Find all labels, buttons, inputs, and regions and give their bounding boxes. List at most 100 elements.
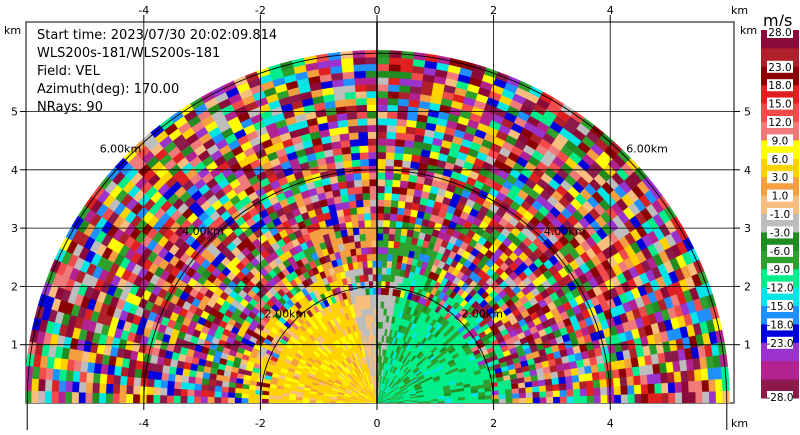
velocity-cell <box>340 146 352 155</box>
velocity-cell <box>167 373 176 382</box>
velocity-cell <box>181 368 191 377</box>
velocity-cell <box>376 56 390 65</box>
velocity-cell <box>281 396 290 401</box>
velocity-cell <box>385 138 396 147</box>
velocity-cell <box>366 117 378 126</box>
velocity-cell <box>715 378 723 392</box>
velocity-cell <box>341 201 350 210</box>
velocity-cell <box>391 186 400 195</box>
velocity-cell <box>376 185 385 194</box>
velocity-cell <box>383 192 392 201</box>
velocity-cell <box>376 90 389 99</box>
velocity-cell <box>381 253 388 262</box>
velocity-cell <box>354 186 363 195</box>
velocity-cell <box>376 219 384 227</box>
velocity-cell <box>370 226 378 234</box>
velocity-cell <box>369 199 378 207</box>
velocity-cell <box>159 387 168 396</box>
velocity-cell <box>714 366 723 380</box>
velocity-cell <box>227 392 236 399</box>
velocity-cell <box>208 373 217 381</box>
velocity-cell <box>405 194 414 203</box>
velocity-cell <box>384 165 394 174</box>
velocity-cell <box>315 400 324 403</box>
velocity-cell <box>633 375 642 386</box>
velocity-cell <box>389 206 398 215</box>
velocity-cell <box>376 83 389 92</box>
velocity-cell <box>309 400 317 403</box>
velocity-cell <box>386 253 393 262</box>
instrument-text: WLS200s-181/WLS200s-181 <box>37 46 221 61</box>
velocity-cell <box>370 219 378 227</box>
velocity-cell <box>188 369 197 378</box>
velocity-cell <box>681 391 690 403</box>
velocity-cell <box>356 111 368 120</box>
velocity-cell <box>352 172 362 181</box>
velocity-cell <box>193 389 202 398</box>
velocity-cell <box>51 368 61 382</box>
velocity-cell <box>368 165 378 173</box>
velocity-cell <box>385 131 397 140</box>
velocity-cell <box>382 233 390 241</box>
velocity-cell <box>338 132 350 142</box>
velocity-cell <box>566 389 574 397</box>
velocity-cell <box>45 368 54 381</box>
velocity-cell <box>600 394 608 403</box>
velocity-cell <box>125 385 134 395</box>
velocity-cell <box>356 118 368 126</box>
velocity-cell <box>369 206 378 214</box>
velocity-cell <box>234 392 242 399</box>
velocity-cell <box>368 287 374 295</box>
velocity-cell <box>565 382 574 391</box>
velocity-cell <box>702 391 710 403</box>
velocity-cell <box>390 261 398 269</box>
ring-label: 4.00km <box>544 225 586 238</box>
velocity-cell <box>180 389 188 397</box>
velocity-cell <box>380 301 385 309</box>
y-tick-label: 3 <box>11 222 18 235</box>
velocity-cell <box>187 376 196 385</box>
velocity-cell <box>78 392 86 403</box>
velocity-cell <box>105 393 113 403</box>
velocity-cell <box>146 378 155 388</box>
velocity-cell <box>386 124 397 133</box>
velocity-cell <box>44 391 52 403</box>
velocity-cell <box>275 399 283 403</box>
velocity-cell <box>390 267 397 276</box>
velocity-cell <box>451 399 459 403</box>
ring-label: 2.00km <box>265 308 307 321</box>
velocity-cell <box>342 77 356 87</box>
velocity-cell <box>396 207 405 216</box>
velocity-cell <box>571 374 580 383</box>
velocity-cell <box>112 393 120 403</box>
velocity-cell <box>365 240 372 248</box>
velocity-cell <box>201 378 210 386</box>
velocity-cell <box>379 328 383 336</box>
velocity-cell <box>227 397 235 403</box>
velocity-cell <box>545 384 554 392</box>
velocity-cell <box>344 91 356 100</box>
velocity-cell <box>366 253 373 262</box>
velocity-cell <box>393 152 404 161</box>
velocity-cell <box>389 213 398 222</box>
velocity-cell <box>612 377 621 387</box>
velocity-cell <box>376 192 385 200</box>
velocity-cell <box>666 371 675 383</box>
velocity-cell <box>193 396 201 403</box>
velocity-cell <box>660 382 669 394</box>
velocity-cell <box>350 213 359 222</box>
velocity-cell <box>525 391 534 399</box>
velocity-cell <box>139 386 148 396</box>
velocity-cell <box>370 233 378 241</box>
velocity-cell <box>186 389 195 397</box>
velocity-cell <box>343 84 356 93</box>
velocity-cell <box>357 220 365 228</box>
velocity-cell <box>701 379 710 392</box>
velocity-cell <box>390 199 399 208</box>
velocity-cell <box>376 63 390 72</box>
velocity-cell <box>146 394 154 403</box>
velocity-cell <box>376 144 387 153</box>
velocity-cell <box>539 390 547 398</box>
velocity-cell <box>379 307 384 316</box>
velocity-cell <box>228 381 237 389</box>
